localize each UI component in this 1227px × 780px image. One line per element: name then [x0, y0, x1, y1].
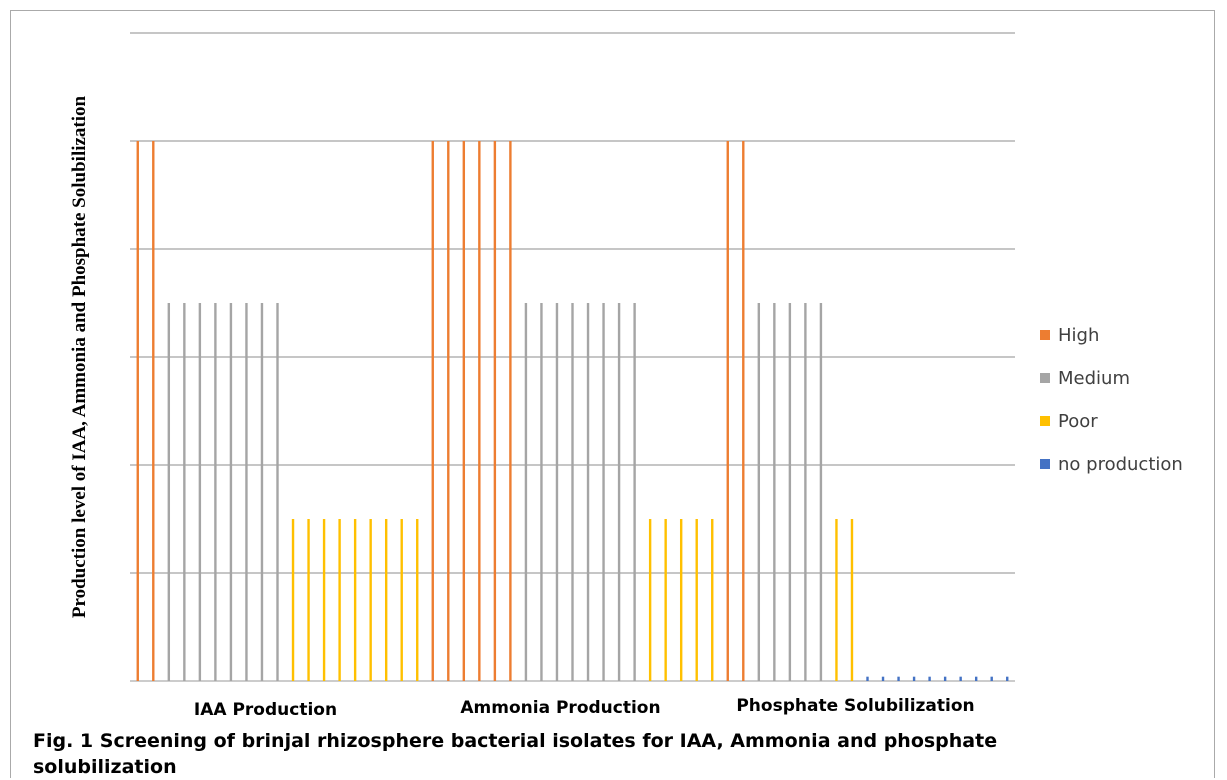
- x-tick-label: Ammonia Production: [460, 698, 660, 718]
- bar: [1006, 676, 1009, 681]
- bar: [555, 303, 559, 681]
- legend-swatch: [1040, 330, 1050, 340]
- legend-swatch: [1040, 416, 1050, 426]
- bar: [757, 303, 761, 681]
- bar: [307, 519, 310, 681]
- bar: [167, 303, 171, 681]
- bar: [291, 519, 295, 681]
- bar: [679, 519, 683, 681]
- bar: [602, 303, 605, 681]
- bar: [819, 303, 823, 681]
- bar: [478, 141, 481, 681]
- bar: [788, 303, 792, 681]
- bar: [850, 519, 854, 681]
- bar: [648, 519, 652, 681]
- bar: [835, 519, 838, 681]
- bar: [866, 676, 869, 681]
- bar: [711, 519, 714, 681]
- bar: [322, 519, 326, 681]
- bar: [726, 141, 729, 681]
- legend-label: no production: [1058, 454, 1183, 475]
- bar: [509, 141, 512, 681]
- bar: [384, 519, 388, 681]
- bar: [974, 676, 978, 681]
- legend-swatch: [1040, 373, 1050, 383]
- bar: [928, 676, 931, 681]
- bar: [198, 303, 202, 681]
- bar: [431, 141, 434, 681]
- bar: [229, 303, 233, 681]
- x-tick-label: IAA Production: [194, 700, 337, 720]
- frame: [10, 10, 1215, 778]
- bar: [664, 519, 667, 681]
- bar: [773, 303, 776, 681]
- bar: [183, 303, 186, 681]
- legend-label: High: [1058, 325, 1099, 346]
- bar: [276, 303, 279, 681]
- bar: [990, 676, 993, 681]
- caption: Fig. 1 Screening of brinjal rhizosphere …: [33, 730, 998, 778]
- bar: [524, 303, 528, 681]
- bar: [912, 676, 916, 681]
- bar: [260, 303, 264, 681]
- bar: [943, 676, 947, 681]
- bar: [416, 519, 419, 681]
- bar: [493, 141, 497, 681]
- bar: [214, 303, 217, 681]
- bar: [571, 303, 574, 681]
- x-tick-label: Phosphate Solubilization: [736, 696, 974, 716]
- legend-label: Medium: [1058, 368, 1130, 389]
- bar: [540, 303, 543, 681]
- bar: [369, 519, 372, 681]
- bar: [959, 676, 962, 681]
- bar: [353, 519, 357, 681]
- bar: [617, 303, 621, 681]
- bar: [633, 303, 636, 681]
- bar: [586, 303, 590, 681]
- y-axis-label: Production level of IAA, Ammonia and Pho…: [69, 95, 90, 619]
- bar: [462, 141, 466, 681]
- bar: [897, 676, 900, 681]
- bar: [742, 141, 745, 681]
- legend-swatch: [1040, 459, 1050, 469]
- bar: [804, 303, 807, 681]
- legend-label: Poor: [1058, 411, 1098, 432]
- bar: [136, 141, 139, 681]
- bar: [881, 676, 885, 681]
- bar: [245, 303, 248, 681]
- bar: [152, 141, 155, 681]
- bar: [338, 519, 341, 681]
- bar: [695, 519, 698, 681]
- bar: [400, 519, 403, 681]
- bar: [447, 141, 450, 681]
